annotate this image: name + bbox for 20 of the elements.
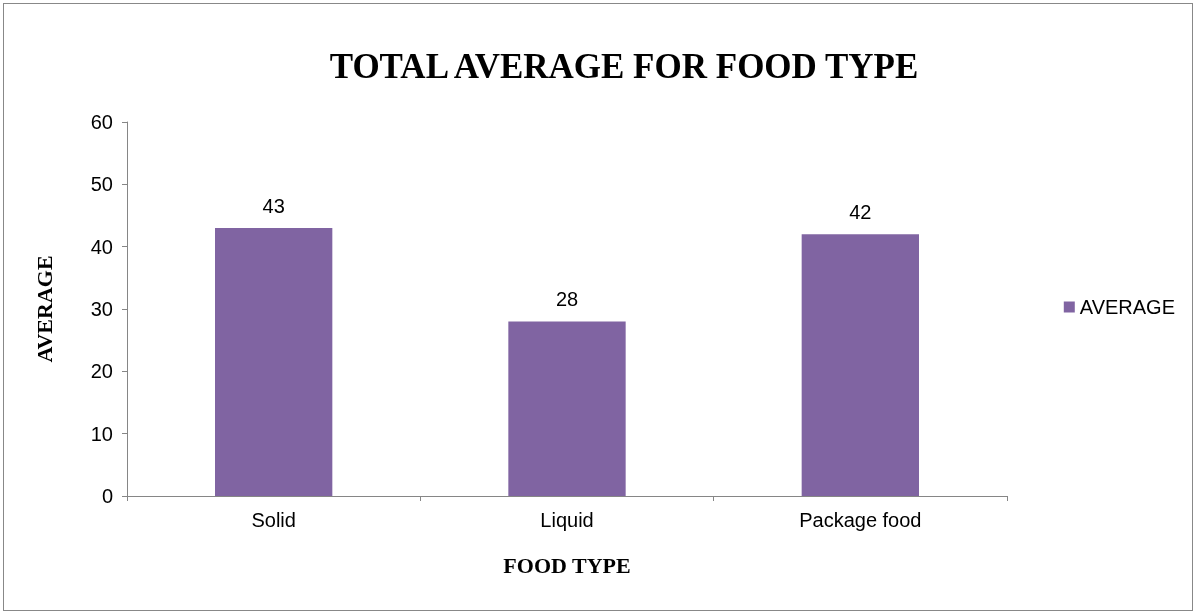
x-tick-label: Liquid — [540, 509, 594, 531]
bar — [508, 321, 626, 496]
y-axis-title: AVERAGE — [31, 255, 57, 363]
data-label: 28 — [555, 288, 579, 311]
y-tick-label: 20 — [90, 360, 113, 383]
y-tick-label: 50 — [90, 173, 113, 196]
y-tick-label: 10 — [90, 422, 113, 445]
x-tick-label: Package food — [799, 509, 922, 531]
bar — [801, 234, 919, 496]
y-tick-label: 30 — [90, 298, 113, 320]
data-label: 43 — [262, 194, 285, 217]
chart-title: TOTAL AVERAGE FOR FOOD TYPE — [329, 47, 919, 86]
y-tick-label: 60 — [90, 111, 113, 133]
x-axis-title: FOOD TYPE — [503, 552, 631, 578]
x-tick-label: Solid — [251, 509, 296, 531]
y-tick-label: 40 — [90, 235, 113, 258]
legend-label: AVERAGE — [1079, 296, 1175, 318]
bar — [215, 227, 333, 496]
y-tick-label: 0 — [101, 485, 113, 507]
data-label: 42 — [849, 201, 872, 224]
